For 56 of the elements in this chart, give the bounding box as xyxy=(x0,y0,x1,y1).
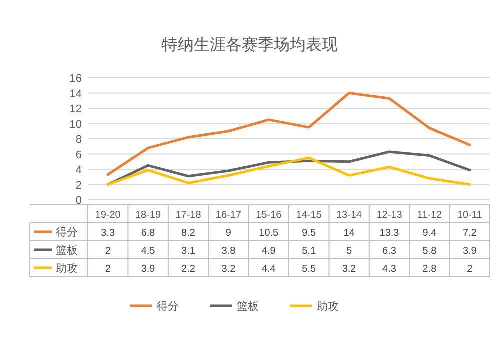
data-label: 14 xyxy=(344,228,356,239)
y-tick-label: 6 xyxy=(76,149,82,162)
legend-label: 篮板 xyxy=(56,245,78,257)
x-tick-label: 13-14 xyxy=(336,210,363,221)
text: 篮板 xyxy=(237,301,259,313)
x-tick-label: 12-13 xyxy=(376,210,403,221)
data-label: 5.5 xyxy=(302,264,316,275)
data-label: 4.9 xyxy=(262,246,276,257)
data-label: 5.1 xyxy=(302,246,316,257)
data-label: 2 xyxy=(105,246,112,257)
x-tick-label: 19-20 xyxy=(95,210,122,221)
data-label: 3.3 xyxy=(101,228,116,239)
x-tick-label: 11-12 xyxy=(417,210,443,221)
x-tick-label: 14-15 xyxy=(296,210,322,221)
data-label: 2.8 xyxy=(422,264,438,275)
data-label: 5 xyxy=(346,246,353,257)
text: 得分 xyxy=(157,301,179,313)
y-tick-label: 14 xyxy=(70,88,82,100)
y-tick-label: 4 xyxy=(76,164,82,176)
data-label: 10.5 xyxy=(259,228,280,239)
chart-title: 特纳生涯各赛季场均表现 xyxy=(162,36,338,54)
data-label: 9.5 xyxy=(302,228,316,239)
y-tick-label: 12 xyxy=(70,104,82,116)
data-label: 4.5 xyxy=(141,246,156,257)
data-label: 2 xyxy=(105,264,112,275)
data-label: 9.4 xyxy=(422,228,438,239)
data-label: 4.3 xyxy=(382,264,397,275)
data-label: 8.2 xyxy=(182,228,196,239)
data-label: 3.1 xyxy=(182,246,196,257)
x-tick-label: 10-11 xyxy=(457,210,483,221)
y-tick-label: 16 xyxy=(70,73,82,85)
y-tick-label: 10 xyxy=(70,118,82,131)
data-label: 5.8 xyxy=(422,246,438,257)
x-tick-label: 15-16 xyxy=(256,210,282,221)
y-tick-label: 0 xyxy=(76,195,82,207)
text: 助攻 xyxy=(317,301,339,313)
data-label: 3.8 xyxy=(222,246,236,257)
y-tick-label: 2 xyxy=(76,180,82,192)
data-label: 3.2 xyxy=(342,264,357,275)
data-label: 2.2 xyxy=(182,264,196,275)
data-label: 6.3 xyxy=(382,246,397,257)
data-label: 2 xyxy=(467,264,474,275)
legend-label: 得分 xyxy=(56,227,78,239)
x-tick-label: 16-17 xyxy=(216,210,242,221)
data-label: 3.9 xyxy=(462,246,478,257)
data-label: 6.8 xyxy=(141,228,156,239)
x-tick-label: 18-19 xyxy=(136,210,162,221)
data-label: 4.4 xyxy=(262,264,276,275)
data-label: 13.3 xyxy=(380,228,400,239)
data-label: 9 xyxy=(226,228,232,239)
data-label: 7.2 xyxy=(462,228,478,239)
data-label: 3.9 xyxy=(141,264,156,275)
x-tick-label: 17-18 xyxy=(176,210,202,221)
data-label: 3.2 xyxy=(222,264,236,275)
legend-label: 助攻 xyxy=(56,262,78,275)
y-tick-label: 8 xyxy=(76,134,82,146)
